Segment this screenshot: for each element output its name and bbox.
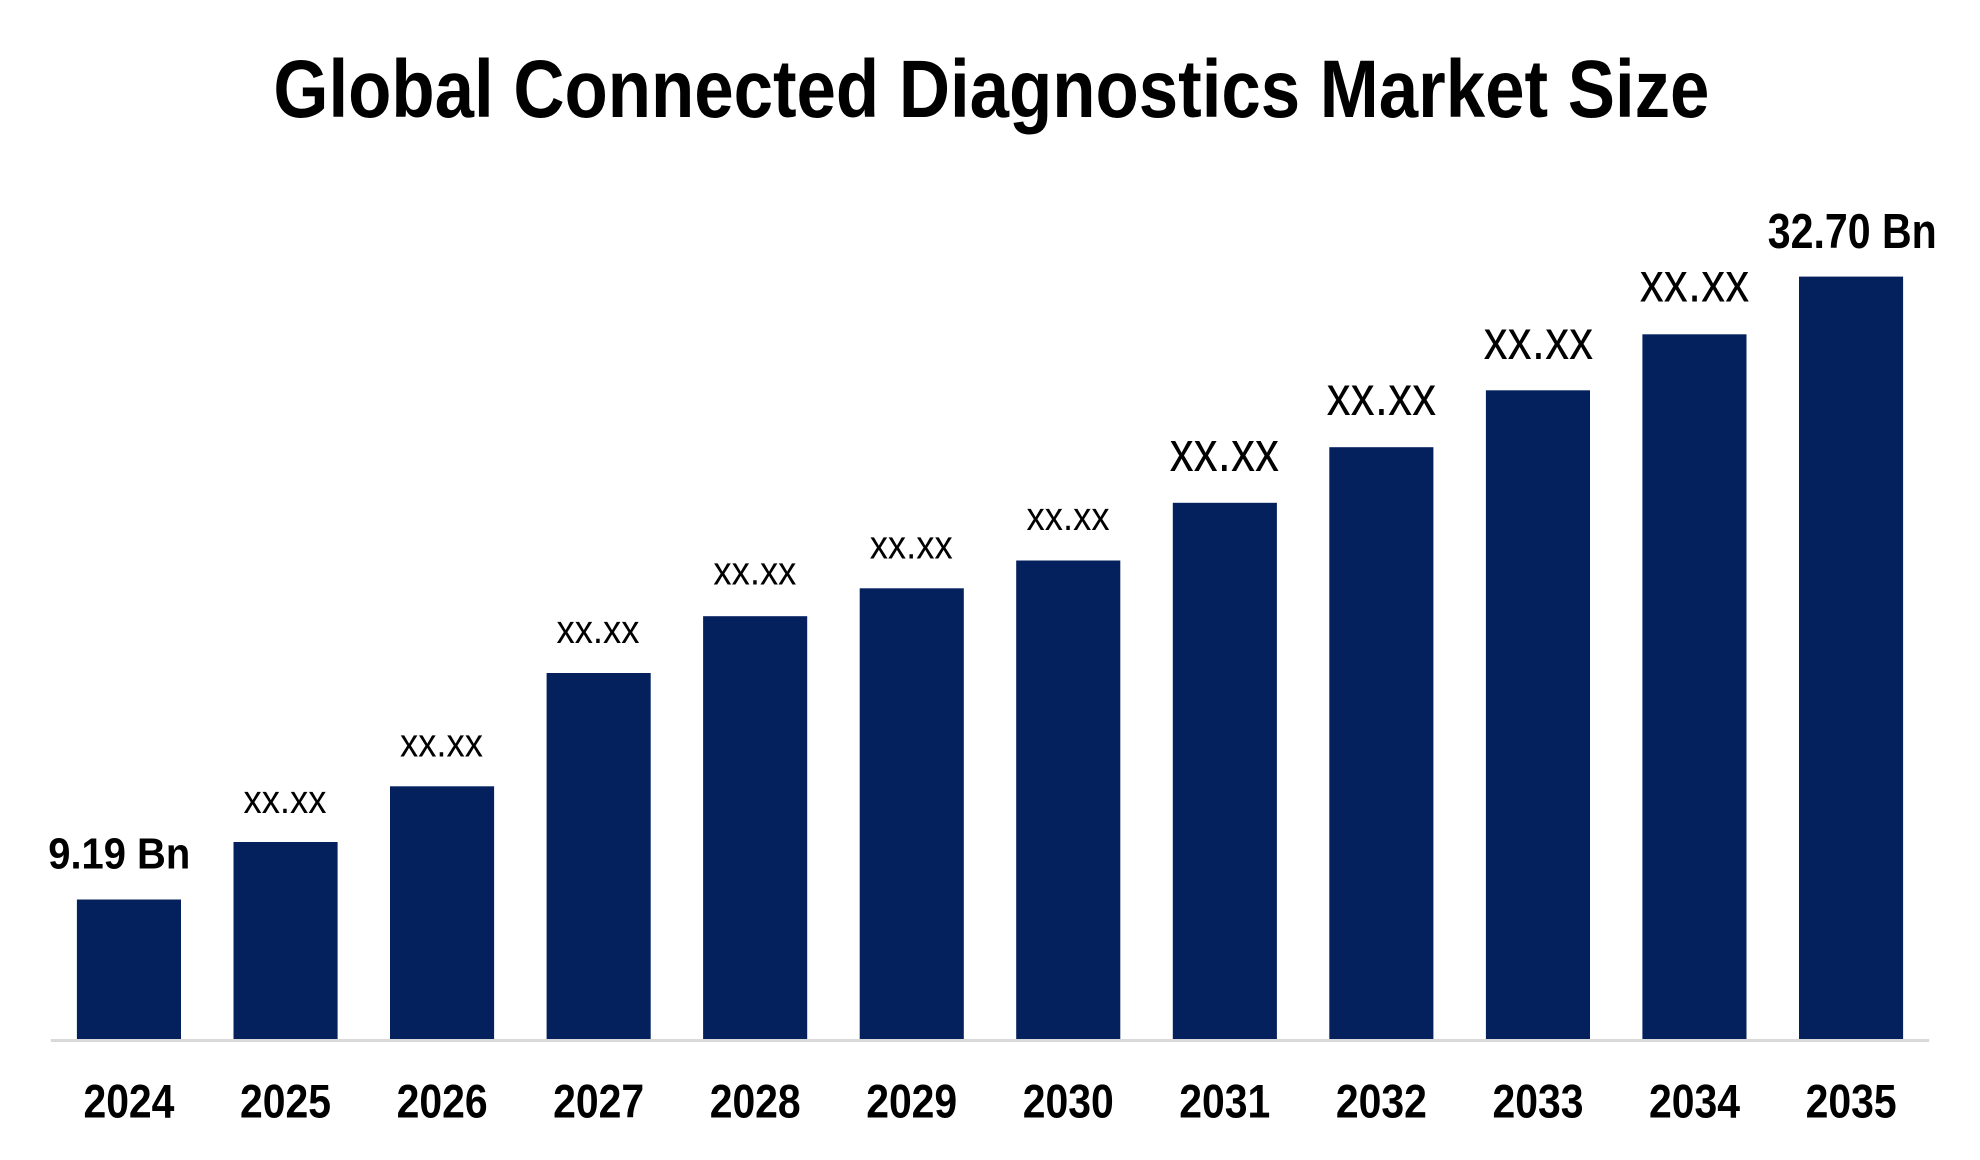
svg-text:2025: 2025 (240, 1075, 331, 1128)
svg-text:xx.xx: xx.xx (1327, 364, 1437, 427)
svg-text:xx.xx: xx.xx (870, 523, 953, 568)
svg-text:2024: 2024 (83, 1075, 174, 1128)
svg-text:xx.xx: xx.xx (244, 777, 327, 822)
svg-text:2028: 2028 (710, 1075, 801, 1128)
svg-text:2026: 2026 (397, 1075, 488, 1128)
svg-text:Global Connected Diagnostics M: Global Connected Diagnostics Market Size (273, 44, 1709, 135)
svg-text:2030: 2030 (1023, 1075, 1114, 1128)
svg-text:xx.xx: xx.xx (1027, 494, 1110, 539)
svg-text:xx.xx: xx.xx (713, 549, 796, 594)
svg-text:2029: 2029 (866, 1075, 957, 1128)
svg-text:xx.xx: xx.xx (1484, 308, 1594, 371)
svg-text:xx.xx: xx.xx (1170, 421, 1280, 484)
svg-text:2033: 2033 (1493, 1075, 1584, 1128)
svg-text:xx.xx: xx.xx (400, 721, 483, 766)
svg-text:9.19 Bn: 9.19 Bn (48, 829, 190, 878)
svg-text:2031: 2031 (1179, 1075, 1270, 1128)
svg-text:xx.xx: xx.xx (557, 607, 640, 652)
svg-text:xx.xx: xx.xx (1640, 251, 1750, 314)
svg-text:32.70 Bn: 32.70 Bn (1768, 204, 1937, 259)
svg-text:2034: 2034 (1649, 1075, 1740, 1128)
svg-text:2035: 2035 (1806, 1075, 1897, 1128)
svg-text:2027: 2027 (553, 1075, 644, 1128)
svg-text:2032: 2032 (1336, 1075, 1427, 1128)
